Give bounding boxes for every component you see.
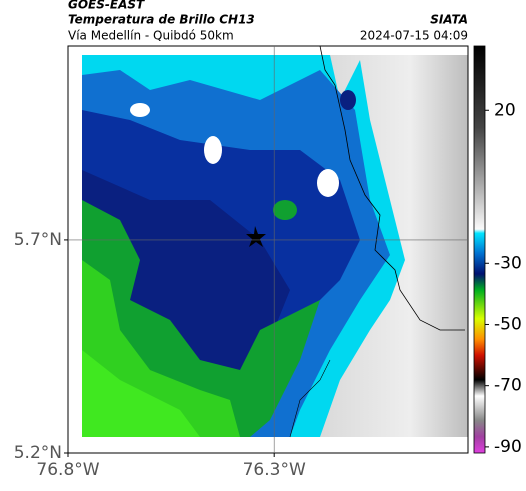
map-frame	[67, 45, 469, 454]
subtitle: Vía Medellín - Quibdó 50km	[68, 29, 234, 43]
y-tick-label: 5.2°N	[14, 443, 62, 463]
colorbar-label: -30	[494, 253, 522, 273]
x-tick-label: 76.8°W	[36, 460, 99, 480]
colorbar-label: -90	[494, 437, 522, 457]
timestamp: 2024-07-15 04:09	[360, 29, 468, 43]
colorbar-label: 20	[494, 100, 516, 120]
title: Temperatura de Brillo CH13	[68, 13, 255, 27]
credit: SIATA	[430, 13, 468, 27]
imagery	[68, 45, 468, 453]
y-tick-label: 5.7°N	[14, 230, 62, 250]
source: GOES-EAST	[68, 0, 145, 12]
colorbar-label: -70	[494, 376, 522, 396]
colorbar	[473, 45, 486, 454]
x-tick-label: 76.3°W	[243, 460, 306, 480]
colorbar-label: -50	[494, 314, 522, 334]
